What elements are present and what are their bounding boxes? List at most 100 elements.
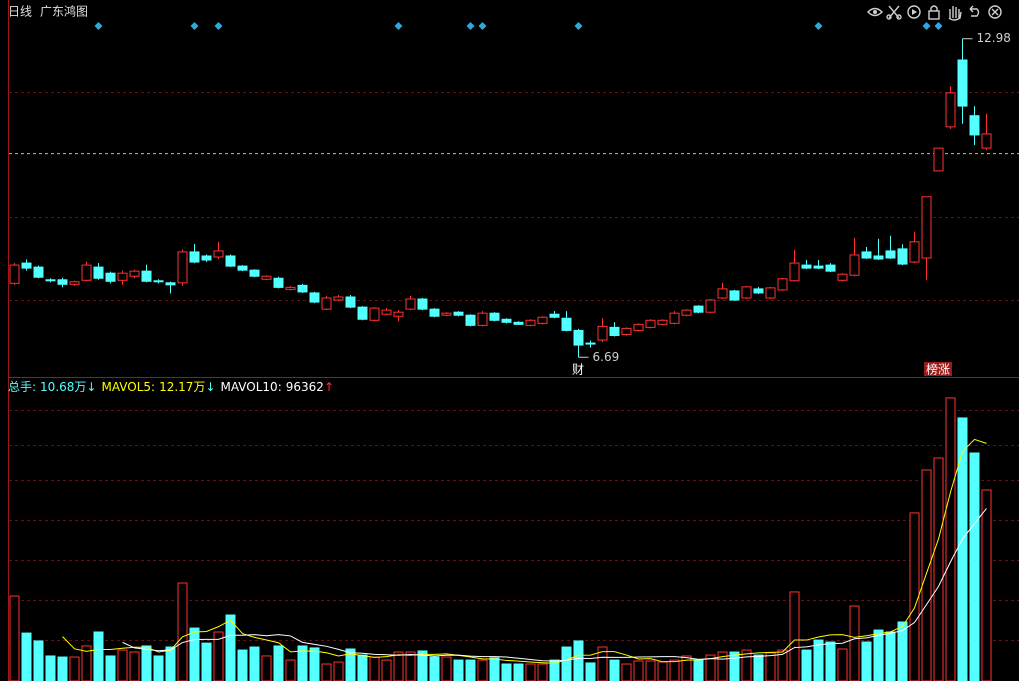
eye-icon[interactable] [867, 7, 883, 17]
tag-label: 榜涨 [926, 362, 950, 377]
candle-body [201, 255, 212, 261]
candle-body [69, 281, 80, 285]
legend-name: MAVOL5: [101, 380, 155, 394]
volume-bar [789, 591, 800, 681]
candle-body [801, 264, 812, 269]
volume-bar [57, 656, 68, 681]
candle-body [429, 308, 440, 317]
event-marker [574, 22, 583, 30]
candle-body [345, 296, 356, 308]
volume-bar [921, 469, 932, 681]
volume-bar [21, 632, 32, 681]
volume-bar [45, 655, 56, 681]
event-marker [814, 22, 823, 30]
candle-body [213, 250, 224, 258]
event-marker [394, 22, 403, 30]
candle-body [189, 251, 200, 263]
volume-bar [393, 651, 404, 681]
annotation-label: 6.69 [593, 350, 620, 364]
candle-body [645, 319, 656, 328]
volume-bar [741, 649, 752, 681]
candle-body [141, 270, 152, 282]
volume-bar [861, 641, 872, 681]
event-marker [466, 22, 475, 30]
candle-body [153, 280, 164, 283]
candle-body [381, 309, 392, 315]
volume-bar [141, 645, 152, 681]
volume-bar [573, 640, 584, 681]
hand-icon[interactable] [948, 6, 962, 21]
volume-bar [657, 661, 668, 681]
volume-bar [849, 605, 860, 681]
volume-bar [177, 582, 188, 681]
legend-trend: ↓ [205, 380, 215, 394]
close-icon[interactable] [988, 5, 1002, 19]
volume-bar [225, 614, 236, 681]
candle-body [717, 288, 728, 299]
candle-body [609, 326, 620, 336]
event-marker [922, 22, 931, 30]
candle-body [501, 318, 512, 323]
event-marker [190, 22, 199, 30]
volume-bar [669, 659, 680, 681]
grid [9, 92, 1019, 641]
candle-body [225, 255, 236, 267]
volume-bar [597, 646, 608, 681]
volume-bar [405, 651, 416, 681]
volume-panel [9, 397, 992, 681]
volume-bar [501, 663, 512, 681]
candle-body [837, 273, 848, 281]
candle-body [129, 270, 140, 277]
volume-bar [681, 655, 692, 681]
candle-body [21, 262, 32, 269]
toolbar [867, 5, 1002, 21]
candle-body [681, 309, 692, 316]
candle-body [477, 312, 488, 326]
annotation-label: 12.98 [977, 31, 1011, 45]
candle-body [369, 307, 380, 321]
volume-bar [465, 659, 476, 681]
readout-trend: ↓ [86, 380, 96, 394]
volume-bar [489, 657, 500, 681]
candle-body [309, 292, 320, 303]
volume-bar [645, 660, 656, 681]
volume-bar [933, 457, 944, 681]
cut-icon[interactable] [886, 5, 902, 20]
candle-body [105, 272, 116, 282]
candle-body [573, 329, 584, 346]
volume-bar [369, 656, 380, 681]
candle-body [597, 325, 608, 341]
volume-bar [357, 654, 368, 681]
candle-body [405, 298, 416, 310]
volume-bar [105, 655, 116, 681]
lock-icon[interactable] [928, 5, 940, 20]
candle-body [57, 279, 68, 285]
event-marker [478, 22, 487, 30]
volume-bar [201, 642, 212, 681]
volume-bar [729, 651, 740, 681]
candle-body [45, 279, 56, 282]
volume-bar [825, 641, 836, 681]
candle-body [117, 272, 128, 281]
candle-body [9, 264, 20, 284]
volume-bar [873, 629, 884, 681]
legend-trend: ↑ [324, 380, 334, 394]
candle-body [705, 299, 716, 313]
candle-body [765, 287, 776, 299]
period-label[interactable]: 日线 [8, 5, 32, 19]
volume-bar [621, 663, 632, 681]
volume-bar [753, 654, 764, 681]
stock-name[interactable]: 广东鸿图 [40, 5, 88, 19]
play-icon[interactable] [907, 5, 921, 19]
volume-bar [189, 627, 200, 681]
candle-body [861, 251, 872, 259]
candle-body [513, 321, 524, 325]
candle-body [393, 311, 404, 317]
candle-body [297, 284, 308, 293]
candle-body [489, 312, 500, 321]
undo-icon[interactable] [969, 5, 980, 17]
candle-body [321, 297, 332, 310]
volume-bar [9, 595, 20, 681]
volume-bar [261, 655, 272, 681]
